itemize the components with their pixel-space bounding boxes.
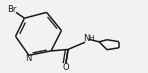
Text: N: N xyxy=(25,54,31,63)
Text: H: H xyxy=(88,35,94,41)
Text: Br: Br xyxy=(7,5,17,14)
Text: O: O xyxy=(63,63,69,72)
Text: N: N xyxy=(83,34,89,43)
